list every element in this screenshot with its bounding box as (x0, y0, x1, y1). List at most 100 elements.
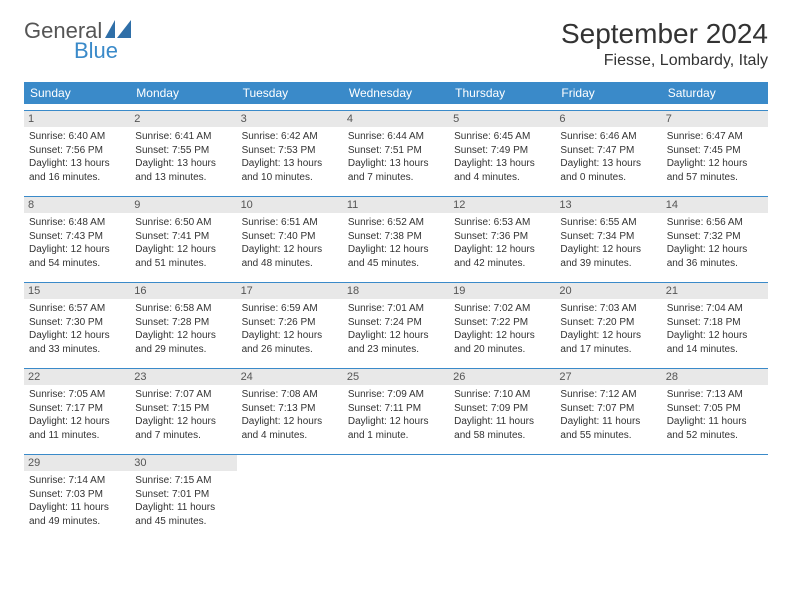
day-info-line: Sunset: 7:41 PM (135, 230, 231, 244)
day-info-line: Sunrise: 7:01 AM (348, 302, 444, 316)
day-info-line: Sunrise: 6:57 AM (29, 302, 125, 316)
day-number: 8 (24, 197, 130, 213)
day-info-line: Daylight: 12 hours (242, 415, 338, 429)
day-info-line: Sunrise: 6:41 AM (135, 130, 231, 144)
day-info-line: Sunset: 7:55 PM (135, 144, 231, 158)
day-info-line: and 29 minutes. (135, 343, 231, 357)
day-number: 6 (555, 111, 661, 127)
day-number: 24 (237, 369, 343, 385)
day-info-line: Daylight: 12 hours (454, 329, 550, 343)
day-cell: 8Sunrise: 6:48 AMSunset: 7:43 PMDaylight… (24, 197, 130, 276)
day-info-line: Daylight: 11 hours (135, 501, 231, 515)
day-info-line: Sunrise: 6:46 AM (560, 130, 656, 144)
day-info-line: Sunrise: 7:10 AM (454, 388, 550, 402)
day-cell: 9Sunrise: 6:50 AMSunset: 7:41 PMDaylight… (130, 197, 236, 276)
day-info-line: Sunrise: 7:07 AM (135, 388, 231, 402)
day-info-line: Daylight: 11 hours (454, 415, 550, 429)
day-info-line: and 55 minutes. (560, 429, 656, 443)
weekday-header-row: SundayMondayTuesdayWednesdayThursdayFrid… (24, 82, 768, 104)
day-info-line: Daylight: 12 hours (135, 243, 231, 257)
day-cell: 30Sunrise: 7:15 AMSunset: 7:01 PMDayligh… (130, 455, 236, 534)
day-info-line: Sunrise: 7:15 AM (135, 474, 231, 488)
day-cell: 10Sunrise: 6:51 AMSunset: 7:40 PMDayligh… (237, 197, 343, 276)
weekday-header: Friday (555, 82, 661, 104)
day-info-line: Daylight: 12 hours (560, 243, 656, 257)
day-info-line: Sunrise: 6:51 AM (242, 216, 338, 230)
day-info-line: Sunrise: 7:12 AM (560, 388, 656, 402)
day-info-line: Daylight: 13 hours (242, 157, 338, 171)
day-info-line: and 20 minutes. (454, 343, 550, 357)
weekday-header: Tuesday (237, 82, 343, 104)
day-info-line: Sunset: 7:20 PM (560, 316, 656, 330)
day-cell: 1Sunrise: 6:40 AMSunset: 7:56 PMDaylight… (24, 111, 130, 190)
day-info-line: Daylight: 12 hours (667, 243, 763, 257)
day-info-line: Sunrise: 6:58 AM (135, 302, 231, 316)
day-number: 20 (555, 283, 661, 299)
day-info-line: Daylight: 13 hours (348, 157, 444, 171)
day-info-line: Sunrise: 7:08 AM (242, 388, 338, 402)
day-info-line: Daylight: 12 hours (454, 243, 550, 257)
day-number: 2 (130, 111, 236, 127)
day-info-line: Daylight: 12 hours (560, 329, 656, 343)
day-info-line: Daylight: 12 hours (135, 329, 231, 343)
day-info-line: and 10 minutes. (242, 171, 338, 185)
day-info-line: and 42 minutes. (454, 257, 550, 271)
day-number: 28 (662, 369, 768, 385)
day-info-line: Sunrise: 6:59 AM (242, 302, 338, 316)
day-info-line: Daylight: 12 hours (242, 329, 338, 343)
day-cell: 7Sunrise: 6:47 AMSunset: 7:45 PMDaylight… (662, 111, 768, 190)
day-number: 25 (343, 369, 449, 385)
day-number: 12 (449, 197, 555, 213)
day-cell: 21Sunrise: 7:04 AMSunset: 7:18 PMDayligh… (662, 283, 768, 362)
week-row: 8Sunrise: 6:48 AMSunset: 7:43 PMDaylight… (24, 196, 768, 276)
day-info-line: Sunset: 7:22 PM (454, 316, 550, 330)
day-info-line: Daylight: 12 hours (135, 415, 231, 429)
day-info-line: Sunset: 7:07 PM (560, 402, 656, 416)
day-info-line: Sunset: 7:13 PM (242, 402, 338, 416)
day-info-line: Sunset: 7:49 PM (454, 144, 550, 158)
day-info-line: and 36 minutes. (667, 257, 763, 271)
day-info-line: Sunset: 7:01 PM (135, 488, 231, 502)
day-number: 21 (662, 283, 768, 299)
day-info-line: Sunrise: 6:50 AM (135, 216, 231, 230)
day-info-line: Sunrise: 6:52 AM (348, 216, 444, 230)
day-info-line: and 26 minutes. (242, 343, 338, 357)
day-info-line: Sunrise: 7:02 AM (454, 302, 550, 316)
day-cell: 25Sunrise: 7:09 AMSunset: 7:11 PMDayligh… (343, 369, 449, 448)
day-info-line: Daylight: 12 hours (348, 415, 444, 429)
day-info-line: Sunset: 7:40 PM (242, 230, 338, 244)
day-info-line: Sunset: 7:30 PM (29, 316, 125, 330)
week-row: 29Sunrise: 7:14 AMSunset: 7:03 PMDayligh… (24, 454, 768, 534)
day-info-line: and 1 minute. (348, 429, 444, 443)
day-info-line: and 49 minutes. (29, 515, 125, 529)
day-info-line: Daylight: 12 hours (348, 329, 444, 343)
day-cell: 29Sunrise: 7:14 AMSunset: 7:03 PMDayligh… (24, 455, 130, 534)
day-info-line: and 0 minutes. (560, 171, 656, 185)
day-cell: 16Sunrise: 6:58 AMSunset: 7:28 PMDayligh… (130, 283, 236, 362)
day-info-line: Sunset: 7:51 PM (348, 144, 444, 158)
day-info-line: and 17 minutes. (560, 343, 656, 357)
day-info-line: Sunset: 7:38 PM (348, 230, 444, 244)
day-info-line: Sunrise: 7:05 AM (29, 388, 125, 402)
location: Fiesse, Lombardy, Italy (561, 52, 768, 70)
day-number: 29 (24, 455, 130, 471)
day-cell: 27Sunrise: 7:12 AMSunset: 7:07 PMDayligh… (555, 369, 661, 448)
day-info-line: and 4 minutes. (454, 171, 550, 185)
day-info-line: and 48 minutes. (242, 257, 338, 271)
day-info-line: Daylight: 11 hours (667, 415, 763, 429)
day-info-line: Daylight: 12 hours (667, 157, 763, 171)
day-info-line: Sunset: 7:45 PM (667, 144, 763, 158)
day-info-line: Sunset: 7:47 PM (560, 144, 656, 158)
day-info-line: Sunset: 7:03 PM (29, 488, 125, 502)
day-cell: 4Sunrise: 6:44 AMSunset: 7:51 PMDaylight… (343, 111, 449, 190)
day-info-line: Sunrise: 7:03 AM (560, 302, 656, 316)
header: General Blue September 2024 Fiesse, Lomb… (24, 18, 768, 70)
day-info-line: Sunset: 7:09 PM (454, 402, 550, 416)
day-info-line: Daylight: 12 hours (29, 415, 125, 429)
day-info-line: Daylight: 13 hours (29, 157, 125, 171)
day-info-line: Sunset: 7:36 PM (454, 230, 550, 244)
day-info-line: Sunset: 7:32 PM (667, 230, 763, 244)
weekday-header: Wednesday (343, 82, 449, 104)
day-info-line: Daylight: 11 hours (29, 501, 125, 515)
day-cell: 15Sunrise: 6:57 AMSunset: 7:30 PMDayligh… (24, 283, 130, 362)
